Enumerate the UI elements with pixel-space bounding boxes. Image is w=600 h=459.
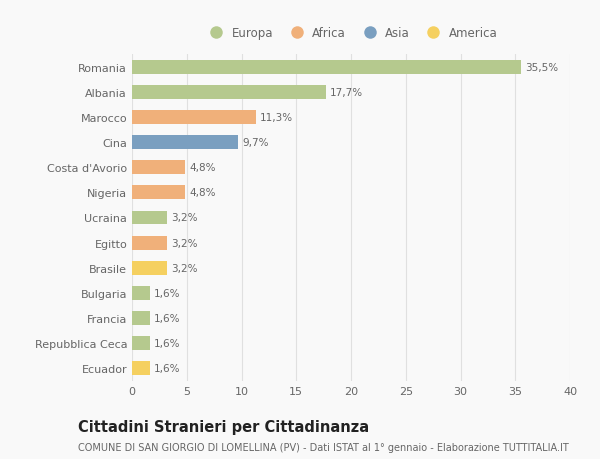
Text: 11,3%: 11,3%: [260, 113, 293, 123]
Text: 4,8%: 4,8%: [189, 188, 215, 198]
Text: 1,6%: 1,6%: [154, 364, 181, 374]
Text: 17,7%: 17,7%: [330, 88, 364, 98]
Text: 35,5%: 35,5%: [525, 62, 558, 73]
Bar: [132, 61, 521, 74]
Text: 9,7%: 9,7%: [242, 138, 269, 148]
Bar: [132, 286, 149, 300]
Bar: [132, 362, 149, 375]
Text: 3,2%: 3,2%: [172, 263, 198, 273]
Bar: [132, 311, 149, 325]
Text: 3,2%: 3,2%: [172, 238, 198, 248]
Text: 1,6%: 1,6%: [154, 288, 181, 298]
Bar: [132, 186, 185, 200]
Bar: [132, 86, 326, 100]
Text: 1,6%: 1,6%: [154, 313, 181, 323]
Text: 1,6%: 1,6%: [154, 338, 181, 348]
Bar: [132, 336, 149, 350]
Bar: [132, 161, 185, 175]
Bar: [132, 236, 167, 250]
Bar: [132, 136, 238, 150]
Legend: Europa, Africa, Asia, America: Europa, Africa, Asia, America: [200, 22, 502, 44]
Text: COMUNE DI SAN GIORGIO DI LOMELLINA (PV) - Dati ISTAT al 1° gennaio - Elaborazion: COMUNE DI SAN GIORGIO DI LOMELLINA (PV) …: [78, 442, 569, 452]
Text: Cittadini Stranieri per Cittadinanza: Cittadini Stranieri per Cittadinanza: [78, 419, 369, 434]
Text: 3,2%: 3,2%: [172, 213, 198, 223]
Bar: [132, 211, 167, 225]
Bar: [132, 261, 167, 275]
Text: 4,8%: 4,8%: [189, 163, 215, 173]
Bar: [132, 111, 256, 125]
